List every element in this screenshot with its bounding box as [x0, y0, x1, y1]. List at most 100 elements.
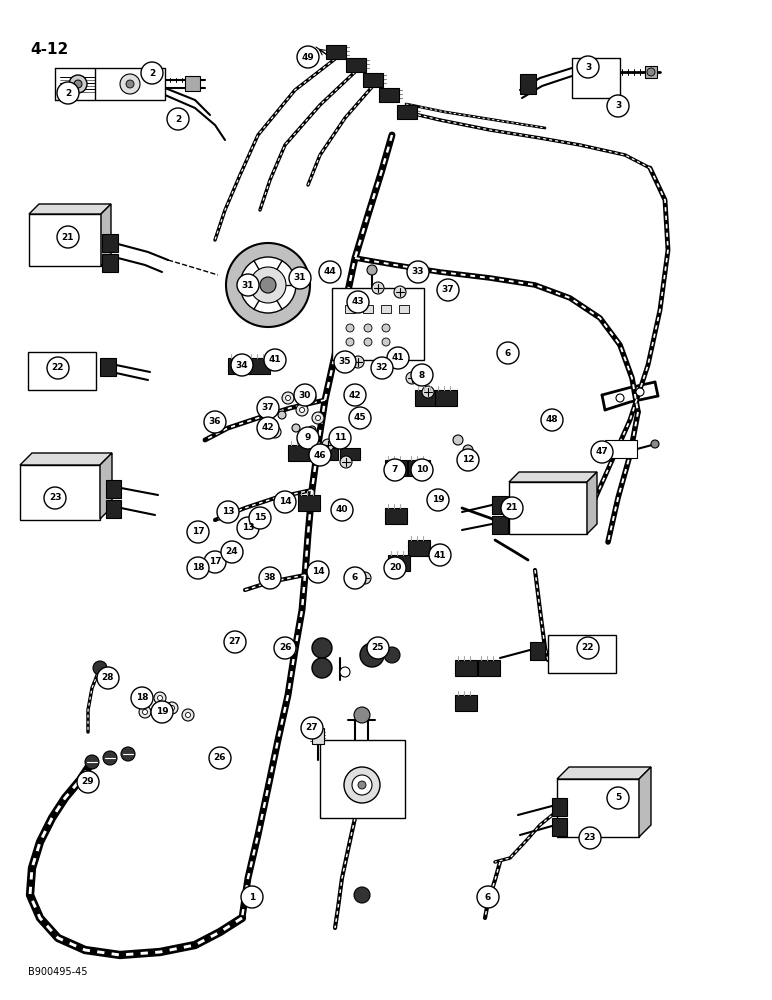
- Text: 33: 33: [411, 267, 425, 276]
- Circle shape: [352, 356, 364, 368]
- Bar: [509, 482, 587, 534]
- Circle shape: [360, 643, 384, 667]
- Circle shape: [204, 551, 226, 573]
- Text: 22: 22: [582, 644, 594, 652]
- Polygon shape: [20, 453, 112, 465]
- Circle shape: [187, 557, 209, 579]
- Circle shape: [541, 409, 563, 431]
- Text: 31: 31: [294, 273, 306, 282]
- Text: 13: 13: [242, 524, 254, 532]
- Bar: [363, 73, 383, 87]
- Text: 10: 10: [416, 466, 428, 475]
- Text: 41: 41: [269, 356, 281, 364]
- Circle shape: [309, 444, 331, 466]
- Circle shape: [331, 499, 353, 521]
- Bar: [312, 728, 324, 744]
- Bar: [530, 642, 545, 660]
- Circle shape: [382, 338, 390, 346]
- Circle shape: [241, 886, 263, 908]
- Circle shape: [69, 75, 87, 93]
- Circle shape: [249, 507, 271, 529]
- Circle shape: [260, 277, 276, 293]
- Bar: [185, 76, 200, 91]
- Circle shape: [209, 747, 231, 769]
- Bar: [455, 660, 477, 676]
- Polygon shape: [587, 472, 597, 534]
- Text: B900495-45: B900495-45: [28, 967, 87, 977]
- Circle shape: [226, 243, 310, 327]
- Circle shape: [274, 637, 296, 659]
- Text: 5: 5: [615, 794, 621, 802]
- Circle shape: [437, 279, 459, 301]
- Bar: [326, 45, 346, 59]
- Circle shape: [185, 712, 191, 718]
- Bar: [320, 740, 405, 818]
- Text: 27: 27: [229, 638, 242, 647]
- Text: 6: 6: [505, 349, 511, 358]
- Text: 26: 26: [214, 754, 226, 762]
- Circle shape: [411, 364, 433, 386]
- Circle shape: [126, 80, 134, 88]
- Text: 42: 42: [349, 390, 361, 399]
- Text: 14: 14: [279, 497, 291, 506]
- Circle shape: [364, 338, 372, 346]
- Bar: [388, 555, 410, 571]
- Bar: [397, 105, 417, 119]
- Bar: [20, 465, 100, 520]
- Circle shape: [154, 692, 166, 704]
- Bar: [318, 448, 338, 460]
- Circle shape: [577, 56, 599, 78]
- Circle shape: [354, 887, 370, 903]
- Text: 15: 15: [254, 514, 266, 522]
- Bar: [379, 88, 399, 102]
- Bar: [408, 540, 430, 556]
- Text: 18: 18: [136, 694, 148, 702]
- Text: 21: 21: [506, 504, 518, 512]
- Text: 13: 13: [222, 508, 234, 516]
- Circle shape: [157, 696, 162, 700]
- Circle shape: [47, 357, 69, 379]
- Bar: [228, 358, 250, 374]
- Text: 2: 2: [149, 68, 155, 78]
- Circle shape: [591, 441, 613, 463]
- Text: 32: 32: [376, 363, 388, 372]
- Circle shape: [647, 68, 655, 76]
- Circle shape: [312, 412, 324, 424]
- Circle shape: [371, 357, 393, 379]
- Circle shape: [97, 667, 119, 689]
- Bar: [415, 390, 437, 406]
- Circle shape: [294, 384, 316, 406]
- Circle shape: [282, 392, 294, 404]
- Circle shape: [354, 707, 370, 723]
- Text: 27: 27: [306, 724, 318, 732]
- Text: 44: 44: [323, 267, 337, 276]
- Text: 30: 30: [299, 390, 311, 399]
- Circle shape: [297, 427, 319, 449]
- Text: 37: 37: [442, 286, 454, 294]
- Circle shape: [121, 747, 135, 761]
- Text: 36: 36: [208, 418, 222, 426]
- Circle shape: [204, 411, 226, 433]
- Circle shape: [264, 349, 286, 371]
- Circle shape: [57, 82, 79, 104]
- Bar: [557, 779, 639, 837]
- Bar: [552, 798, 567, 816]
- Circle shape: [394, 286, 406, 298]
- Circle shape: [312, 638, 332, 658]
- Circle shape: [312, 658, 332, 678]
- Bar: [298, 495, 320, 511]
- Bar: [645, 66, 657, 78]
- Bar: [552, 818, 567, 836]
- Bar: [340, 448, 360, 460]
- Text: 19: 19: [432, 495, 445, 504]
- Bar: [385, 460, 407, 476]
- Circle shape: [57, 226, 79, 248]
- Circle shape: [406, 372, 418, 384]
- Circle shape: [307, 561, 329, 583]
- Circle shape: [292, 424, 300, 432]
- Text: 17: 17: [191, 528, 205, 536]
- Text: 45: 45: [354, 414, 366, 422]
- Text: 47: 47: [596, 448, 608, 456]
- Bar: [492, 516, 508, 534]
- Text: 28: 28: [102, 674, 114, 682]
